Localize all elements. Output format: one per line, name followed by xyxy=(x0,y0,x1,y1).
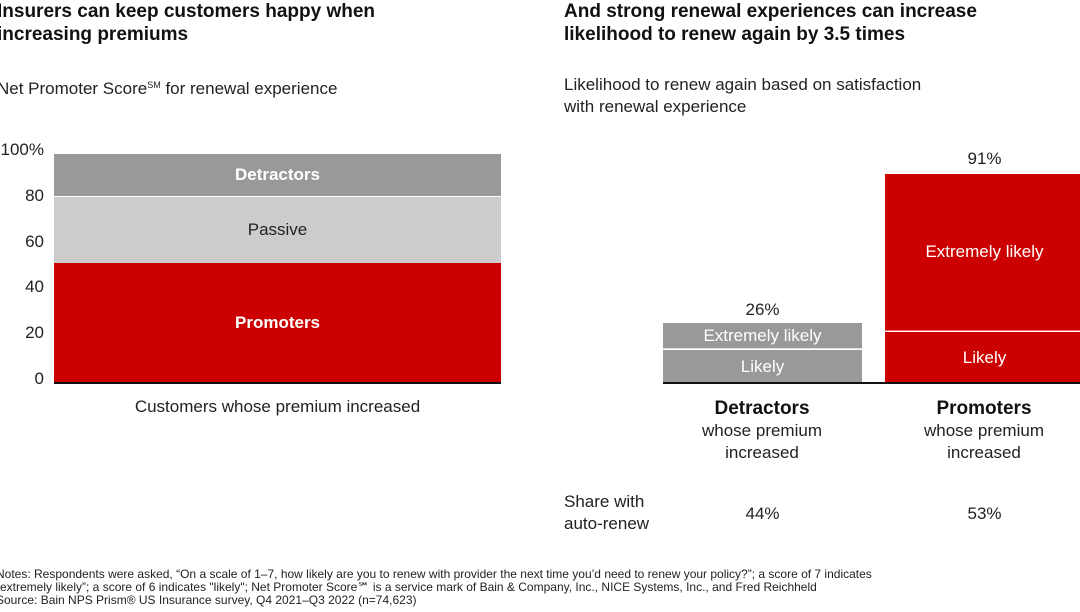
y-tick: 100% xyxy=(0,140,44,159)
y-tick: 40 xyxy=(25,277,44,296)
left-chart-title: Insurers can keep customers happy when i… xyxy=(0,1,376,45)
source-note: Source: Bain NPS Prism® US Insurance sur… xyxy=(0,593,417,607)
y-tick: 80 xyxy=(25,186,44,205)
left-chart-subtitle: Net Promoter ScoreSM for renewal experie… xyxy=(0,79,338,98)
footnotes: Notes: Respondents were asked, “On a sca… xyxy=(0,568,1080,607)
total-label-promoters: 91% xyxy=(967,149,1002,168)
x-axis-line xyxy=(663,382,1080,384)
category-label-detractors: Detractors whose premium increased xyxy=(702,398,822,462)
bar-segment-passive: Passive xyxy=(54,197,501,263)
total-label-detractors: 26% xyxy=(745,300,780,319)
bar-segment-likely: Likely xyxy=(885,332,1080,383)
y-tick: 20 xyxy=(25,323,44,342)
right-chart-title: And strong renewal experiences can incre… xyxy=(564,1,977,45)
bar-segment-promoters: Promoters xyxy=(54,263,501,383)
auto-renew-value-detractors: 44% xyxy=(745,504,780,523)
y-tick: 60 xyxy=(25,232,44,251)
right-chart-subtitle: Likelihood to renew again based on satis… xyxy=(564,75,922,116)
bar-segment-extremely-likely: Extremely likely xyxy=(885,174,1080,331)
bar-segment-extremely-likely: Extremely likely xyxy=(663,323,862,349)
auto-renew-value-promoters: 53% xyxy=(967,504,1002,523)
y-tick: 0 xyxy=(34,369,44,388)
x-axis-label: Customers whose premium increased xyxy=(134,397,421,416)
bar-segment-likely: Likely xyxy=(663,350,862,383)
category-label-promoters: Promoters whose premium increased xyxy=(924,398,1044,462)
bar-segment-detractors: Detractors xyxy=(54,154,501,196)
x-axis-line xyxy=(54,382,501,384)
auto-renew-label: Share with auto-renew xyxy=(564,492,650,533)
